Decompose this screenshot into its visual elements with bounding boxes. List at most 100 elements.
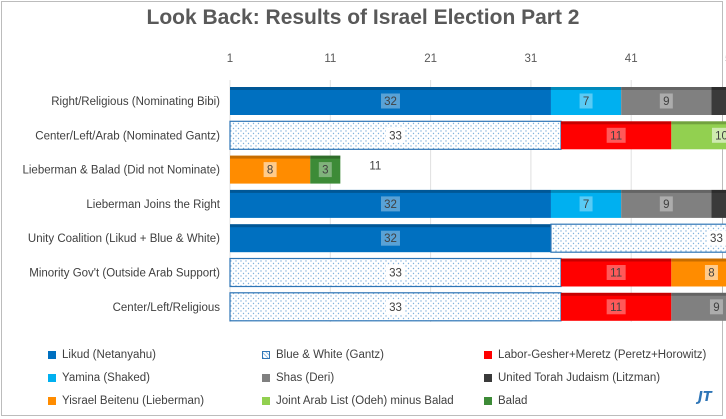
bar-segment-shade xyxy=(671,292,726,296)
legend-swatch xyxy=(262,374,270,382)
data-label-box xyxy=(385,299,405,315)
category-label: Center/Left/Arab (Nominated Gantz) xyxy=(35,130,220,142)
bar-segment xyxy=(230,189,551,218)
legend-swatch xyxy=(484,351,492,359)
x-tick-label: 41 xyxy=(625,53,638,65)
x-tick-label: 11 xyxy=(324,53,336,65)
bar-segment-shade xyxy=(560,292,672,296)
bar-segment-shade xyxy=(230,87,551,90)
bar-segment xyxy=(671,292,726,321)
data-label-box xyxy=(385,265,405,280)
data-label-box xyxy=(579,196,593,212)
legend-item-yb: Yisrael Beitenu (Lieberman) xyxy=(48,395,204,407)
data-label-box xyxy=(606,299,626,315)
bar-segment xyxy=(230,87,551,115)
legend-item-balad: Balad xyxy=(484,395,527,407)
bar-segment xyxy=(621,87,712,115)
data-label-box xyxy=(606,127,626,143)
legend-label: Yisrael Beitenu (Lieberman) xyxy=(62,395,205,407)
data-label: 33 xyxy=(389,130,402,142)
bar-segment xyxy=(550,223,726,253)
data-label: 32 xyxy=(384,199,397,211)
legend-swatch xyxy=(484,374,492,382)
data-label-box xyxy=(606,265,626,280)
legend-swatch xyxy=(484,397,492,405)
data-label-box xyxy=(709,299,723,315)
bar-segment xyxy=(560,258,672,287)
legend-label: Joint Arab List (Odeh) minus Balad xyxy=(276,395,454,407)
legend-item-shas: Shas (Deri) xyxy=(262,372,334,384)
data-label-box xyxy=(659,93,673,109)
legend-swatch xyxy=(48,397,56,405)
bar-segment-shade xyxy=(621,87,712,90)
legend-label: Blue & White (Gantz) xyxy=(276,349,385,361)
data-label: 9 xyxy=(663,199,669,211)
legend-item-utj: United Torah Judaism (Litzman) xyxy=(484,372,660,384)
data-label-box xyxy=(706,230,726,246)
legend-label: Shas (Deri) xyxy=(276,372,335,384)
category-label: Minority Gov't (Outside Arab Support) xyxy=(29,268,220,280)
bar-segment xyxy=(550,189,622,218)
data-label: 8 xyxy=(267,165,273,177)
legend-swatch xyxy=(262,397,270,405)
data-label: 11 xyxy=(610,268,622,280)
bar-segment-shade xyxy=(671,258,726,262)
bar-segment xyxy=(550,87,622,115)
data-label-box xyxy=(579,93,593,109)
bar-segment-shade xyxy=(230,189,551,193)
legend-label: United Torah Judaism (Litzman) xyxy=(498,372,661,384)
data-label: 8 xyxy=(708,268,714,280)
data-label: 32 xyxy=(384,233,397,245)
category-label: Lieberman & Balad (Did not Nominate) xyxy=(22,165,220,177)
legend-item-likud: Likud (Netanyahu) xyxy=(48,349,156,361)
data-label-box xyxy=(380,196,400,212)
bar-segment xyxy=(621,189,712,218)
legend-label: Likud (Netanyahu) xyxy=(62,349,156,361)
x-tick-label: 31 xyxy=(525,53,538,65)
legend-swatch xyxy=(48,374,56,382)
legend-label: Labor-Gesher+Meretz (Peretz+Horowitz) xyxy=(498,349,707,361)
legend-item-labor: Labor-Gesher+Meretz (Peretz+Horowitz) xyxy=(484,349,706,361)
chart-title: Look Back: Results of Israel Election Pa… xyxy=(146,6,580,29)
category-label: Center/Left/Religious xyxy=(113,302,221,314)
data-label: 11 xyxy=(610,130,622,142)
data-label-box xyxy=(380,93,400,109)
data-label-box xyxy=(380,230,400,246)
bar-segment-shade xyxy=(550,189,622,193)
legend-swatch xyxy=(48,351,56,359)
x-tick-label: 21 xyxy=(424,53,437,65)
legend-item-yamina: Yamina (Shaked) xyxy=(48,372,150,384)
legend-item-bw: Blue & White (Gantz) xyxy=(262,349,384,361)
bar-segment xyxy=(560,292,672,321)
bar-segment-shade xyxy=(560,258,672,262)
data-label: 9 xyxy=(713,302,719,314)
bar-segment-shade xyxy=(310,155,341,159)
data-label-box xyxy=(704,265,718,280)
row-total-label: 11 xyxy=(369,161,381,173)
data-label: 33 xyxy=(389,268,402,280)
x-tick-label: 1 xyxy=(227,53,233,65)
data-label-box xyxy=(318,162,332,178)
data-label: 32 xyxy=(384,96,397,108)
bar-segment xyxy=(560,121,672,150)
data-label-box xyxy=(385,127,405,143)
category-label: Unity Coalition (Likud + Blue & White) xyxy=(28,233,220,245)
bar-segment-shade xyxy=(671,121,726,125)
data-label-box xyxy=(263,162,277,178)
category-label: Right/Religious (Nominating Bibi) xyxy=(51,96,220,108)
bar-segment-shade xyxy=(711,189,726,193)
data-label: 7 xyxy=(583,96,589,108)
legend-label: Balad xyxy=(498,395,528,407)
bar-segment xyxy=(230,224,551,253)
chart-plot: 1112131415161Right/Religious (Nominating… xyxy=(22,53,726,322)
bar-segment xyxy=(711,87,726,115)
data-label: 11 xyxy=(610,302,622,314)
bar-segment xyxy=(310,155,341,184)
data-label: 10 xyxy=(715,130,726,142)
bar-segment-shade xyxy=(711,87,726,90)
bar-segment-shade xyxy=(621,189,712,193)
data-label: 7 xyxy=(583,199,589,211)
legend-swatch xyxy=(262,351,270,359)
legend-item-joint: Joint Arab List (Odeh) minus Balad xyxy=(262,395,454,407)
bar-segment-shade xyxy=(230,224,551,228)
